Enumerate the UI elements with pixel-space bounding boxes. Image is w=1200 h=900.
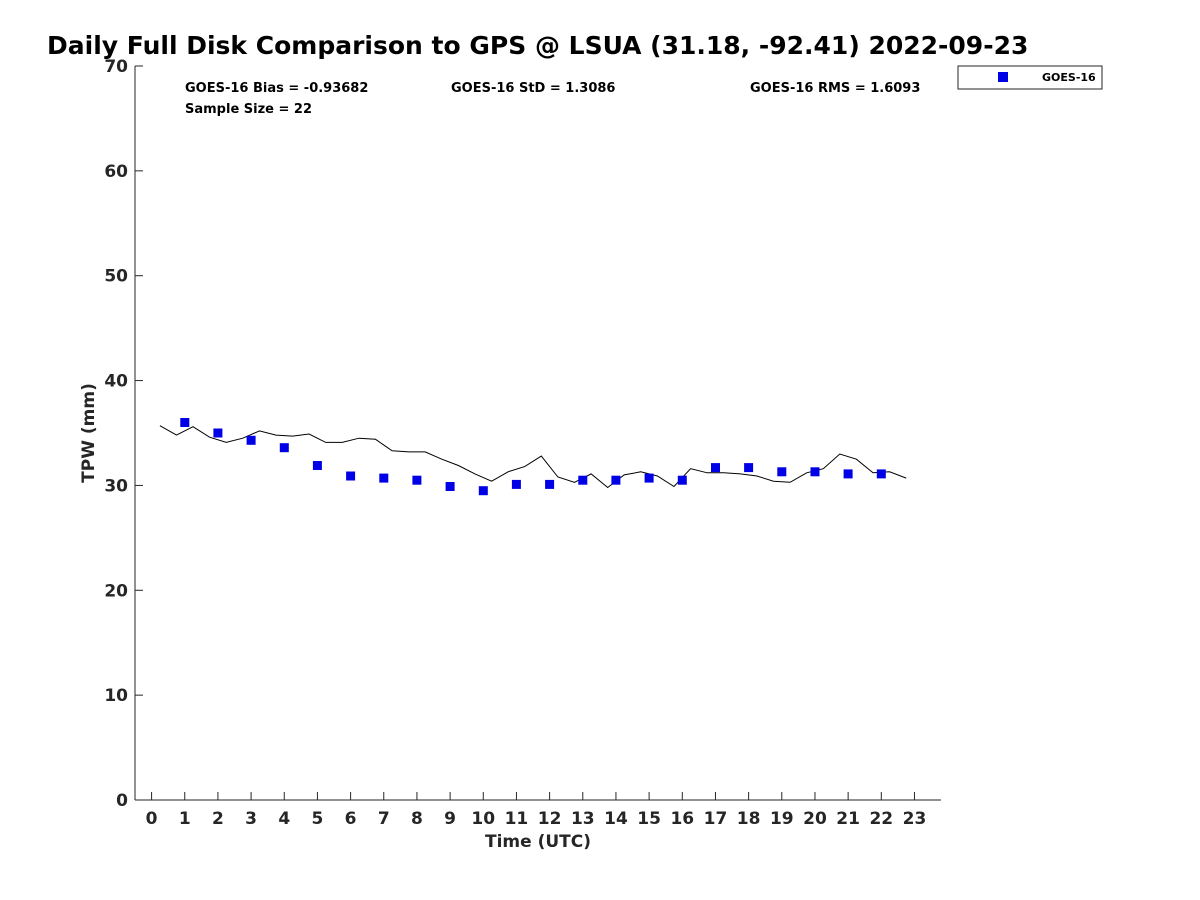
legend-label-goes16: GOES-16	[1042, 71, 1096, 84]
data-point-goes16	[511, 479, 521, 489]
data-point-goes16	[744, 463, 754, 473]
x-tick-label: 4	[278, 809, 290, 829]
x-tick-label: 13	[571, 809, 595, 829]
data-point-goes16	[545, 479, 555, 489]
data-point-goes16	[810, 467, 820, 477]
stat-rms: GOES-16 RMS = 1.6093	[750, 81, 920, 96]
x-tick-label: 9	[444, 809, 456, 829]
y-tick-label: 60	[104, 162, 128, 182]
data-point-goes16	[677, 475, 687, 485]
legend-marker-goes16	[998, 72, 1008, 82]
x-tick-label: 6	[345, 809, 357, 829]
x-tick-label: 16	[670, 809, 694, 829]
x-tick-label: 21	[836, 809, 860, 829]
x-tick-label: 20	[803, 809, 827, 829]
y-tick-label: 10	[104, 686, 128, 706]
data-point-goes16	[180, 418, 190, 427]
y-axis-label: TPW (mm)	[79, 383, 99, 483]
x-tick-label: 3	[245, 809, 257, 829]
data-point-goes16	[346, 471, 356, 481]
stat-std: GOES-16 StD = 1.3086	[451, 81, 615, 96]
y-tick-label: 30	[104, 476, 128, 496]
y-tick-label: 0	[116, 791, 128, 811]
marker-series-layer	[180, 418, 886, 496]
y-tick-label: 50	[104, 267, 128, 287]
data-point-goes16	[478, 486, 488, 496]
data-point-goes16	[412, 475, 422, 485]
series-line	[159, 425, 907, 489]
x-tick-label: 11	[505, 809, 529, 829]
y-tick-label: 70	[104, 57, 128, 77]
data-point-goes16	[777, 467, 787, 477]
data-point-goes16	[279, 443, 289, 453]
chart-title: Daily Full Disk Comparison to GPS @ LSUA…	[47, 31, 1028, 60]
data-point-goes16	[876, 469, 886, 479]
legend-box	[957, 65, 1103, 90]
data-point-goes16	[213, 428, 223, 438]
y-tick-label: 20	[104, 581, 128, 601]
data-point-goes16	[445, 482, 455, 491]
x-tick-label: 19	[770, 809, 794, 829]
stat-bias: GOES-16 Bias = -0.93682	[185, 81, 368, 96]
data-point-goes16	[611, 475, 621, 485]
x-tick-label: 14	[604, 809, 628, 829]
x-tick-label: 22	[869, 809, 893, 829]
y-tick-label: 40	[104, 372, 128, 392]
axes	[134, 66, 941, 801]
data-point-goes16	[711, 463, 720, 473]
y-ticks: 0 10 20 30 40 50 60 70	[104, 57, 143, 811]
x-ticks: 0 1 2 3 4 5 6 7 8 9 10 11 12 13 14 15 16 17 18 19 20 21 22 23	[146, 792, 927, 829]
data-point-goes16	[578, 475, 588, 485]
x-tick-label: 18	[737, 809, 761, 829]
x-tick-label: 5	[312, 809, 324, 829]
data-point-goes16	[312, 461, 322, 470]
data-point-goes16	[246, 435, 256, 445]
x-tick-label: 23	[903, 809, 927, 829]
stat-sample-size: Sample Size = 22	[185, 102, 312, 117]
data-point-goes16	[379, 473, 389, 483]
x-tick-label: 2	[212, 809, 224, 829]
x-tick-label: 7	[378, 809, 390, 829]
x-tick-label: 15	[637, 809, 661, 829]
x-tick-label: 10	[471, 809, 495, 829]
x-axis-label: Time (UTC)	[485, 832, 591, 852]
data-point-goes16	[644, 473, 654, 483]
line-series-layer	[159, 425, 907, 489]
legend: GOES-16	[957, 65, 1103, 90]
x-tick-label: 12	[538, 809, 562, 829]
x-tick-label: 0	[146, 809, 158, 829]
x-tick-label: 17	[704, 809, 728, 829]
data-point-goes16	[843, 469, 853, 479]
x-tick-label: 8	[411, 809, 423, 829]
x-tick-label: 1	[179, 809, 191, 829]
